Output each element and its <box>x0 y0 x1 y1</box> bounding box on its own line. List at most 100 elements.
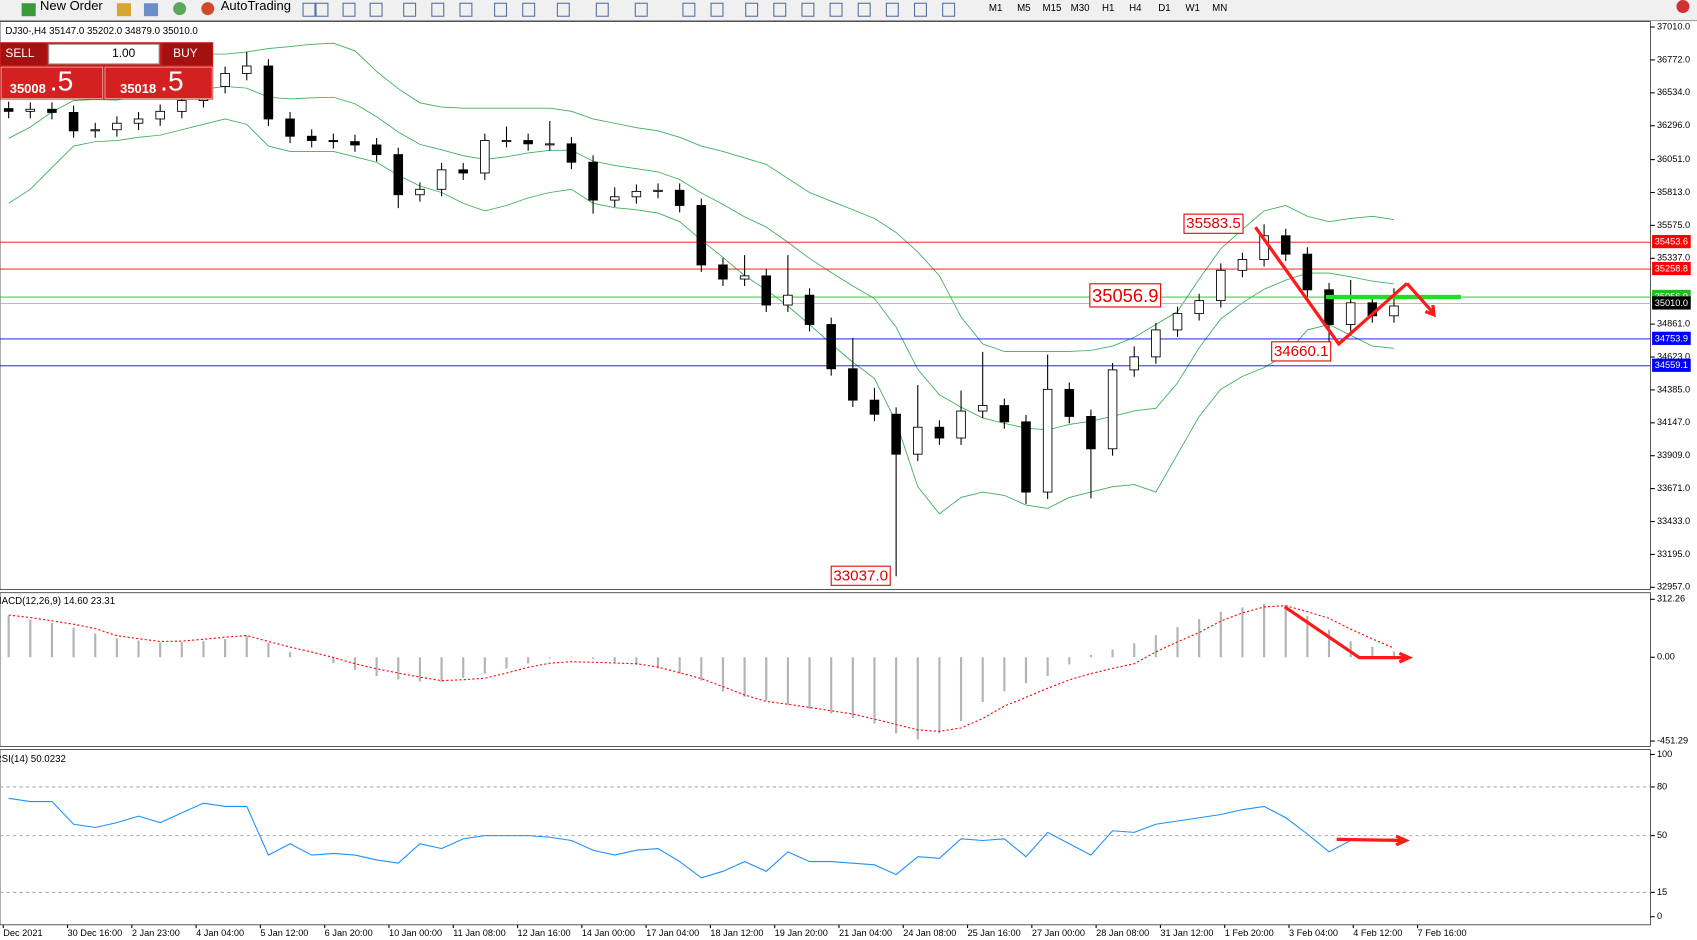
candle-body <box>1345 302 1356 325</box>
x-tick-label: 18 Jan 12:00 <box>710 928 763 938</box>
toolbar-icon[interactable] <box>942 2 956 17</box>
candle-body <box>177 100 187 112</box>
toolbar-icon[interactable] <box>801 2 815 17</box>
toolbar-icon[interactable] <box>773 2 787 17</box>
candle-body <box>480 140 490 174</box>
toolbar-icon[interactable] <box>173 2 187 16</box>
toolbar-icon[interactable] <box>522 2 536 17</box>
toolbar-icon[interactable] <box>369 2 383 17</box>
toolbar-icon[interactable] <box>710 2 724 17</box>
candle-body <box>133 118 144 124</box>
label-box <box>1652 261 1691 276</box>
toolbar-icon[interactable] <box>403 2 417 17</box>
candle-body <box>934 426 945 439</box>
toolbar-icon[interactable] <box>494 2 508 17</box>
candle-body <box>436 169 447 190</box>
toolbar-icon[interactable] <box>459 2 473 17</box>
timeframe[interactable]: H1 <box>1102 3 1114 14</box>
timeframe[interactable]: W1 <box>1185 3 1200 14</box>
candle-body <box>891 413 901 455</box>
level-label: 35453.6 <box>1655 237 1688 247</box>
toolbar-icon[interactable] <box>342 2 356 17</box>
macd-arrow <box>1283 605 1407 660</box>
toolbar-icon[interactable] <box>829 2 843 17</box>
candle-body <box>241 65 252 74</box>
timeframe[interactable]: H4 <box>1129 3 1142 14</box>
toolbar-icon[interactable] <box>682 2 696 17</box>
lots[interactable]: 1.00 <box>112 46 136 60</box>
price-pane <box>0 21 1651 590</box>
auto-trading-icon[interactable] <box>201 2 215 16</box>
y-tick-label: 33671.0 <box>1657 483 1690 493</box>
new-order-icon[interactable] <box>21 3 36 17</box>
toolbar-icon[interactable] <box>302 2 316 17</box>
candle-body <box>545 143 555 146</box>
timeframe[interactable]: D1 <box>1158 3 1170 14</box>
timeframe[interactable]: MN <box>1212 3 1227 14</box>
zigzag-arrow <box>1254 226 1409 347</box>
toolbar-icon[interactable] <box>595 2 609 17</box>
sell-price[interactable]: 35008 <box>10 81 46 96</box>
sell-price-box[interactable] <box>0 66 104 99</box>
candle-body <box>913 426 923 455</box>
y-tick-label: 34147.0 <box>1657 417 1690 427</box>
rsi-line <box>8 797 1395 879</box>
buy-button[interactable] <box>162 43 213 65</box>
timeframe[interactable]: M5 <box>1017 3 1031 14</box>
y-tick-label: 36772.0 <box>1657 54 1690 64</box>
x-tick-label: 7 Feb 16:00 <box>1418 928 1467 938</box>
x-tick-label: 27 Jan 00:00 <box>1032 928 1085 938</box>
toolbar-icon[interactable] <box>315 2 329 17</box>
toolbar-icon[interactable] <box>556 2 570 17</box>
y-tick-label: 100 <box>1657 749 1672 759</box>
candle-body <box>631 190 642 198</box>
buy-label[interactable]: BUY <box>173 46 198 60</box>
candle-body <box>1107 369 1118 450</box>
y-tick-label: 37010.0 <box>1657 21 1690 31</box>
sell-label[interactable]: SELL <box>5 46 34 60</box>
lots-input[interactable] <box>48 43 160 65</box>
candle-body <box>458 169 468 174</box>
x-tick-label: 30 Dec 16:00 <box>68 928 123 938</box>
candle-body <box>977 405 988 412</box>
timeframe[interactable]: M1 <box>989 3 1003 14</box>
toolbar-icon[interactable] <box>857 2 871 17</box>
toolbar <box>0 0 1697 21</box>
x-tick-label: 10 Jan 00:00 <box>389 928 442 938</box>
timeframe[interactable]: M30 <box>1071 3 1091 14</box>
rsi-pane <box>0 749 1651 926</box>
toolbar-icon[interactable] <box>431 2 445 17</box>
y-tick-label: 33195.0 <box>1657 549 1690 559</box>
candle-body <box>1086 416 1096 450</box>
candle-body <box>1237 259 1248 271</box>
toolbar-icon[interactable] <box>913 2 927 17</box>
y-tick-label: 33433.0 <box>1657 516 1690 526</box>
analysis-arrows <box>1254 226 1436 847</box>
auto-trading[interactable]: AutoTrading <box>221 0 291 13</box>
new-order[interactable]: New Order <box>40 0 103 13</box>
toolbar-icon[interactable] <box>116 3 131 17</box>
label-box <box>1271 341 1332 362</box>
toolbar-icon[interactable] <box>143 3 159 17</box>
candle-body <box>1021 421 1031 493</box>
label-box <box>1652 331 1691 345</box>
toolbar-icon[interactable] <box>745 2 759 17</box>
candle-body <box>501 140 512 143</box>
y-tick-label: 34385.0 <box>1657 384 1690 394</box>
toolbar-icon[interactable] <box>634 2 648 17</box>
sell-button[interactable] <box>1 43 47 65</box>
buy-price-frac[interactable]: .5 <box>160 66 183 97</box>
sell-price-frac[interactable]: .5 <box>50 66 73 97</box>
candle-body <box>588 161 598 201</box>
timeframe[interactable]: M15 <box>1043 3 1062 14</box>
toolbar-icon[interactable] <box>885 2 899 17</box>
y-tick-label: 0 <box>1657 911 1662 921</box>
price-annotation: 33037.0 <box>833 567 888 584</box>
alert-icon[interactable] <box>1676 0 1690 13</box>
buy-price-box[interactable] <box>104 66 213 99</box>
candle-body <box>3 108 14 112</box>
y-tick-label: 15 <box>1657 887 1667 897</box>
buy-price[interactable]: 35018 <box>120 81 156 96</box>
y-tick-label: 34861.0 <box>1657 319 1690 329</box>
